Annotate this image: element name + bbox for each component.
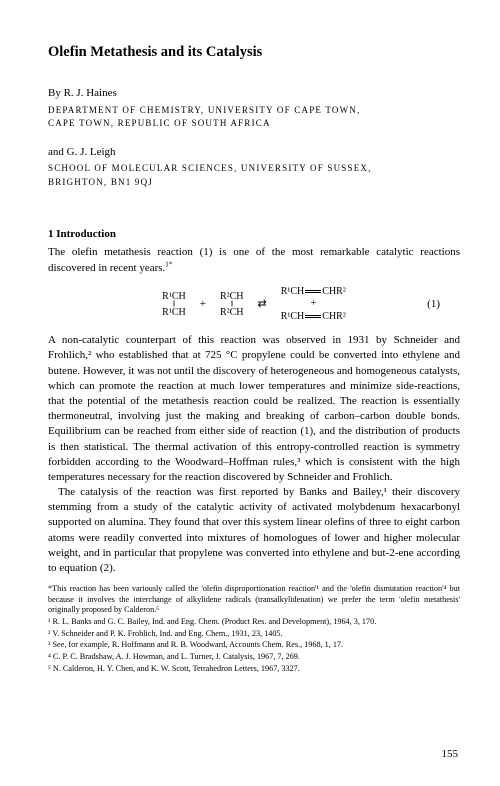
author-affiliation-line: BRIGHTON, BN1 9QJ (48, 176, 460, 190)
page-number: 155 (442, 747, 459, 762)
paragraph-3: The catalysis of the reaction was first … (48, 485, 460, 576)
author-byline: By R. J. Haines (48, 86, 460, 101)
eq-formula: CHR² (322, 311, 346, 322)
eq-double-bond-h (305, 290, 321, 293)
eq-formula: CHR² (322, 286, 346, 297)
author-affiliation-line: SCHOOL OF MOLECULAR SCIENCES, UNIVERSITY… (48, 162, 460, 176)
citation-superscript: 1* (165, 260, 172, 268)
eq-product-line: R¹CH CHR² (281, 286, 346, 299)
eq-double-bond: ‖ (173, 303, 176, 307)
footnote: ³ See, for example, R. Hoffmann and R. B… (48, 640, 460, 651)
paragraph-text: The olefin metathesis reaction (1) is on… (48, 246, 460, 273)
eq-plus: + (200, 297, 206, 312)
footnote: ⁴ C. P. C. Bradshaw, A. J. Howman, and L… (48, 652, 460, 663)
eq-formula: R¹CH (281, 286, 305, 297)
equation-products: R¹CH CHR² + R¹CH CHR² (281, 286, 346, 324)
author-byline: and G. J. Leigh (48, 145, 460, 160)
eq-double-bond: ‖ (230, 303, 233, 307)
paragraph-2: A non-catalytic counterpart of this reac… (48, 333, 460, 485)
equation-number: (1) (427, 297, 440, 312)
equation-reactant-1: R¹CH ‖ R¹CH (162, 291, 186, 318)
author-affiliation-line: CAPE TOWN, REPUBLIC OF SOUTH AFRICA (48, 117, 460, 131)
eq-plus: + (310, 298, 316, 311)
section-heading: 1 Introduction (48, 227, 460, 242)
author-affiliation-line: DEPARTMENT OF CHEMISTRY, UNIVERSITY OF C… (48, 104, 460, 118)
eq-formula: R¹CH (281, 311, 305, 322)
footnote: *This reaction has been variously called… (48, 584, 460, 616)
paragraph-1: The olefin metathesis reaction (1) is on… (48, 245, 460, 275)
article-title: Olefin Metathesis and its Catalysis (48, 42, 460, 62)
equation-1: R¹CH ‖ R¹CH + R²CH ‖ R²CH ⇄ R¹CH CHR² + R… (48, 286, 460, 324)
author-block-2: and G. J. Leigh SCHOOL OF MOLECULAR SCIE… (48, 145, 460, 189)
eq-equilibrium: ⇄ (258, 297, 267, 312)
author-block-1: By R. J. Haines DEPARTMENT OF CHEMISTRY,… (48, 86, 460, 130)
footnote: ¹ R. L. Banks and G. C. Bailey, Ind. and… (48, 617, 460, 628)
footnote: ² V. Schneider and P. K. Frohlich, Ind. … (48, 629, 460, 640)
equation-reactant-2: R²CH ‖ R²CH (220, 291, 244, 318)
eq-product-line: R¹CH CHR² (281, 311, 346, 324)
footnote: ⁵ N. Calderon, H. Y. Chen, and K. W. Sco… (48, 664, 460, 675)
eq-double-bond-h (305, 315, 321, 318)
